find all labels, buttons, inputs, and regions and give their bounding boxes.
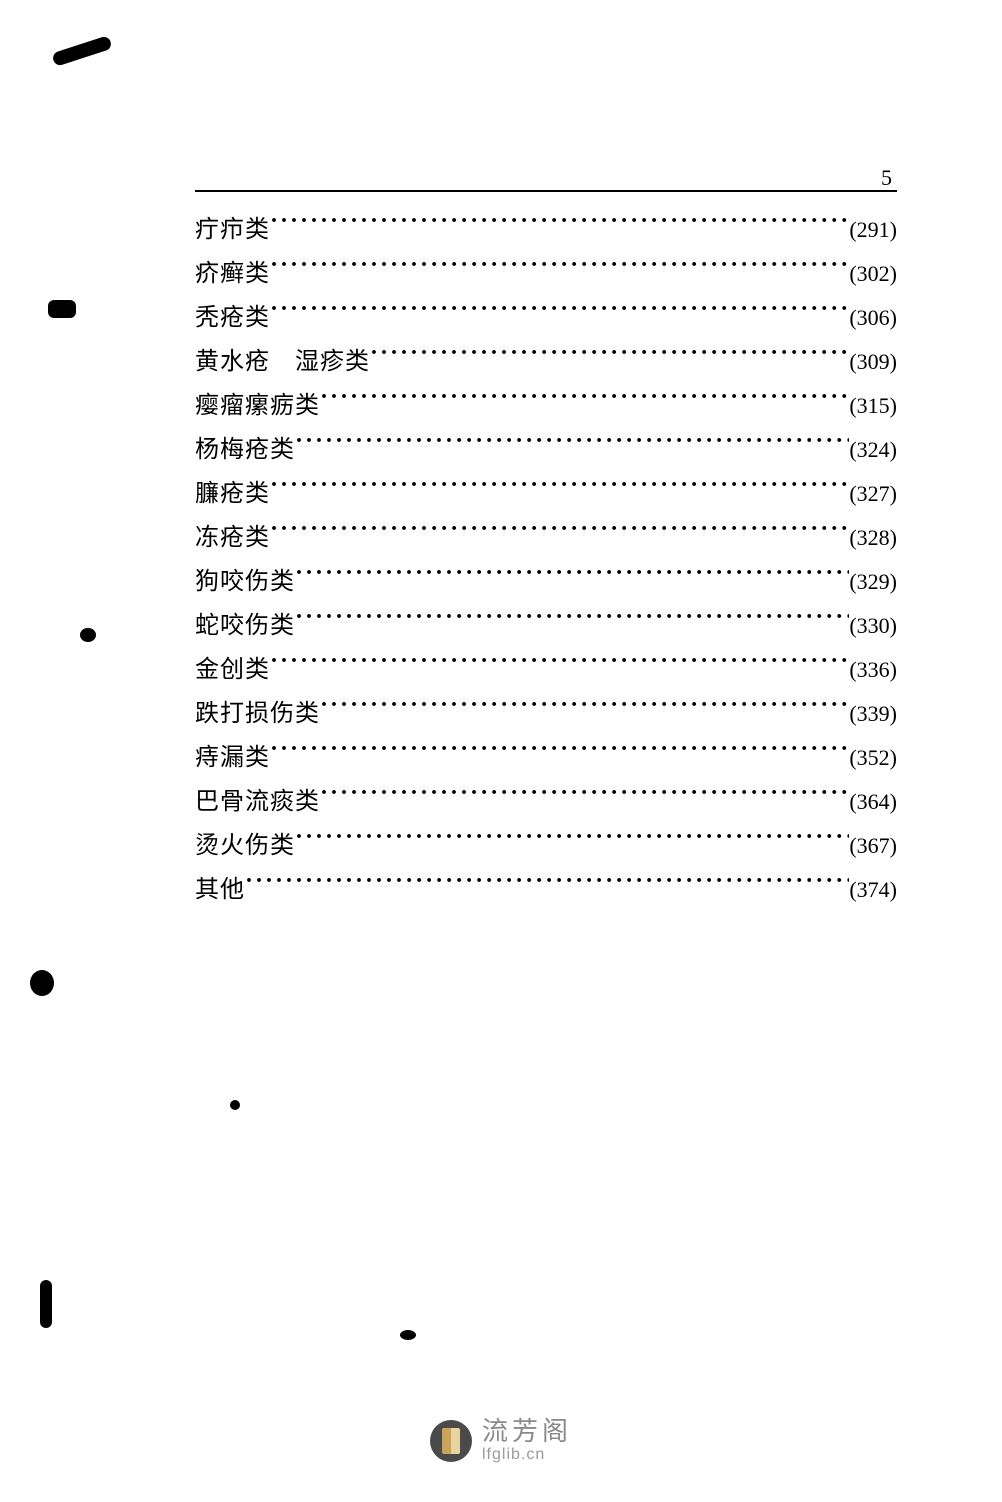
toc-entry: 瘿瘤瘰疬类 (315) — [195, 384, 897, 428]
toc-dot-leader — [295, 428, 849, 457]
toc-entry-label: 杨梅疮类 — [195, 429, 295, 464]
scan-artifact — [400, 1330, 416, 1340]
toc-entry: 蛇咬伤类 (330) — [195, 604, 897, 648]
toc-entry-page: (324) — [849, 437, 897, 463]
toc-entry-page: (374) — [849, 877, 897, 903]
toc-entry: 黄水疮 湿疹类 (309) — [195, 340, 897, 384]
toc-entry: 痔漏类 (352) — [195, 736, 897, 780]
toc-entry: 杨梅疮类 (324) — [195, 428, 897, 472]
toc-dot-leader — [295, 560, 849, 589]
toc-entry: 臁疮类 (327) — [195, 472, 897, 516]
toc-entry-label: 瘿瘤瘰疬类 — [195, 385, 320, 420]
toc-entry: 跌打损伤类 (339) — [195, 692, 897, 736]
scan-artifact — [40, 1280, 52, 1328]
toc-entry: 冻疮类 (328) — [195, 516, 897, 560]
toc-entry-page: (302) — [849, 261, 897, 287]
watermark-title: 流芳阁 — [482, 1418, 572, 1447]
toc-entry: 疔疖类 (291) — [195, 208, 897, 252]
toc-dot-leader — [270, 472, 849, 501]
toc-entry-label: 臁疮类 — [195, 473, 270, 508]
scan-artifact — [230, 1100, 240, 1110]
watermark-url: lfglib.cn — [482, 1446, 572, 1464]
top-horizontal-rule — [195, 190, 897, 192]
toc-entry-page: (339) — [849, 701, 897, 727]
toc-entry-label: 狗咬伤类 — [195, 561, 295, 596]
toc-entry-label: 金创类 — [195, 649, 270, 684]
toc-entry-page: (336) — [849, 657, 897, 683]
toc-entry-label: 冻疮类 — [195, 517, 270, 552]
toc-entry-label: 秃疮类 — [195, 297, 270, 332]
toc-entry-page: (315) — [849, 393, 897, 419]
page-number: 5 — [881, 165, 892, 191]
toc-entry-label: 疔疖类 — [195, 209, 270, 244]
toc-entry: 其他 (374) — [195, 868, 897, 912]
toc-entry-label: 跌打损伤类 — [195, 693, 320, 728]
toc-entry: 金创类 (336) — [195, 648, 897, 692]
toc-entry-page: (364) — [849, 789, 897, 815]
toc-dot-leader — [270, 736, 849, 765]
toc-entry: 秃疮类 (306) — [195, 296, 897, 340]
toc-entry-page: (329) — [849, 569, 897, 595]
toc-dot-leader — [270, 296, 849, 325]
toc-entry-label: 烫火伤类 — [195, 825, 295, 860]
scan-artifact — [80, 628, 96, 642]
toc-dot-leader — [370, 340, 849, 369]
toc-entry-page: (306) — [849, 305, 897, 331]
toc-entry: 巴骨流痰类 (364) — [195, 780, 897, 824]
toc-entry-page: (327) — [849, 481, 897, 507]
document-page: 5 疔疖类 (291) 疥癣类 (302) 秃疮类 (306) 黄水疮 湿疹类 (309) 瘿瘤… — [0, 0, 1002, 1502]
toc-dot-leader — [320, 780, 849, 809]
toc-dot-leader — [320, 384, 849, 413]
toc-entry-label: 黄水疮 湿疹类 — [195, 341, 370, 376]
scan-artifact — [51, 35, 112, 67]
toc-entry-label: 疥癣类 — [195, 253, 270, 288]
toc-dot-leader — [270, 648, 849, 677]
toc-entry-page: (291) — [849, 217, 897, 243]
scan-artifact — [48, 300, 76, 318]
scan-artifact — [30, 970, 54, 996]
toc-dot-leader — [270, 208, 849, 237]
toc-entry-label: 蛇咬伤类 — [195, 605, 295, 640]
toc-entry-page: (352) — [849, 745, 897, 771]
toc-entry: 狗咬伤类 (329) — [195, 560, 897, 604]
watermark-text-group: 流芳阁 lfglib.cn — [482, 1418, 572, 1464]
toc-dot-leader — [295, 824, 849, 853]
toc-dot-leader — [295, 604, 849, 633]
watermark-badge: 流芳阁 lfglib.cn — [430, 1418, 572, 1464]
toc-entry: 烫火伤类 (367) — [195, 824, 897, 868]
toc-entry-page: (309) — [849, 349, 897, 375]
toc-entry-page: (328) — [849, 525, 897, 551]
toc-entry-page: (367) — [849, 833, 897, 859]
toc-dot-leader — [320, 692, 849, 721]
toc-entry-label: 其他 — [195, 869, 245, 904]
toc-entry-label: 痔漏类 — [195, 737, 270, 772]
toc-dot-leader — [245, 868, 849, 897]
book-icon — [430, 1420, 472, 1462]
toc-list: 疔疖类 (291) 疥癣类 (302) 秃疮类 (306) 黄水疮 湿疹类 (309) 瘿瘤瘰疬… — [195, 208, 897, 912]
toc-dot-leader — [270, 252, 849, 281]
toc-entry-label: 巴骨流痰类 — [195, 781, 320, 816]
toc-entry: 疥癣类 (302) — [195, 252, 897, 296]
toc-entry-page: (330) — [849, 613, 897, 639]
toc-dot-leader — [270, 516, 849, 545]
